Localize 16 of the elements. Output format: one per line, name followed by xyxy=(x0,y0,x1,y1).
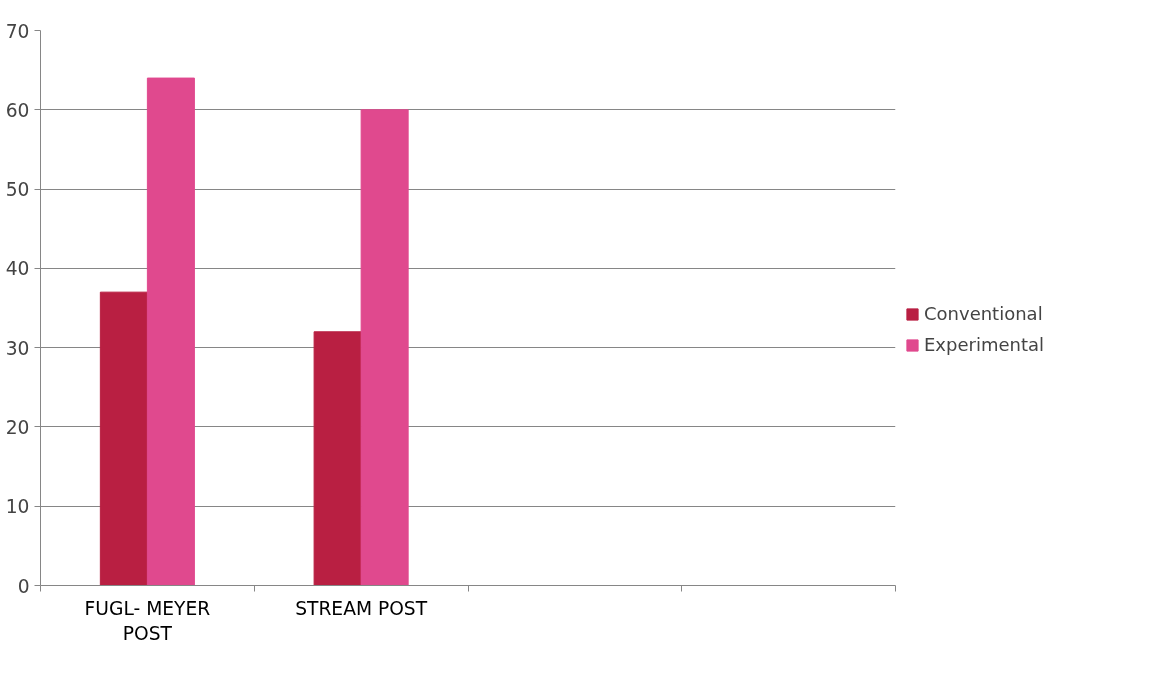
bar xyxy=(99,291,148,586)
bar xyxy=(313,331,362,586)
y-tick-label: 70 xyxy=(5,20,30,42)
y-tick-label: 20 xyxy=(5,416,30,438)
x-tick-label: STREAM POST xyxy=(295,597,428,619)
bar xyxy=(360,109,409,586)
legend-label: Conventional xyxy=(924,303,1043,324)
y-tick-label: 60 xyxy=(5,99,30,121)
y-tick-label: 40 xyxy=(5,258,30,280)
y-tick-label: 0 xyxy=(17,575,30,597)
y-tick-label: 10 xyxy=(5,496,30,518)
y-tick-label: 50 xyxy=(5,179,30,201)
bar xyxy=(146,77,195,586)
y-tick-label: 30 xyxy=(5,337,30,359)
legend-label: Experimental xyxy=(924,334,1045,355)
x-tick-label: FUGL- MEYER POST xyxy=(84,597,211,644)
